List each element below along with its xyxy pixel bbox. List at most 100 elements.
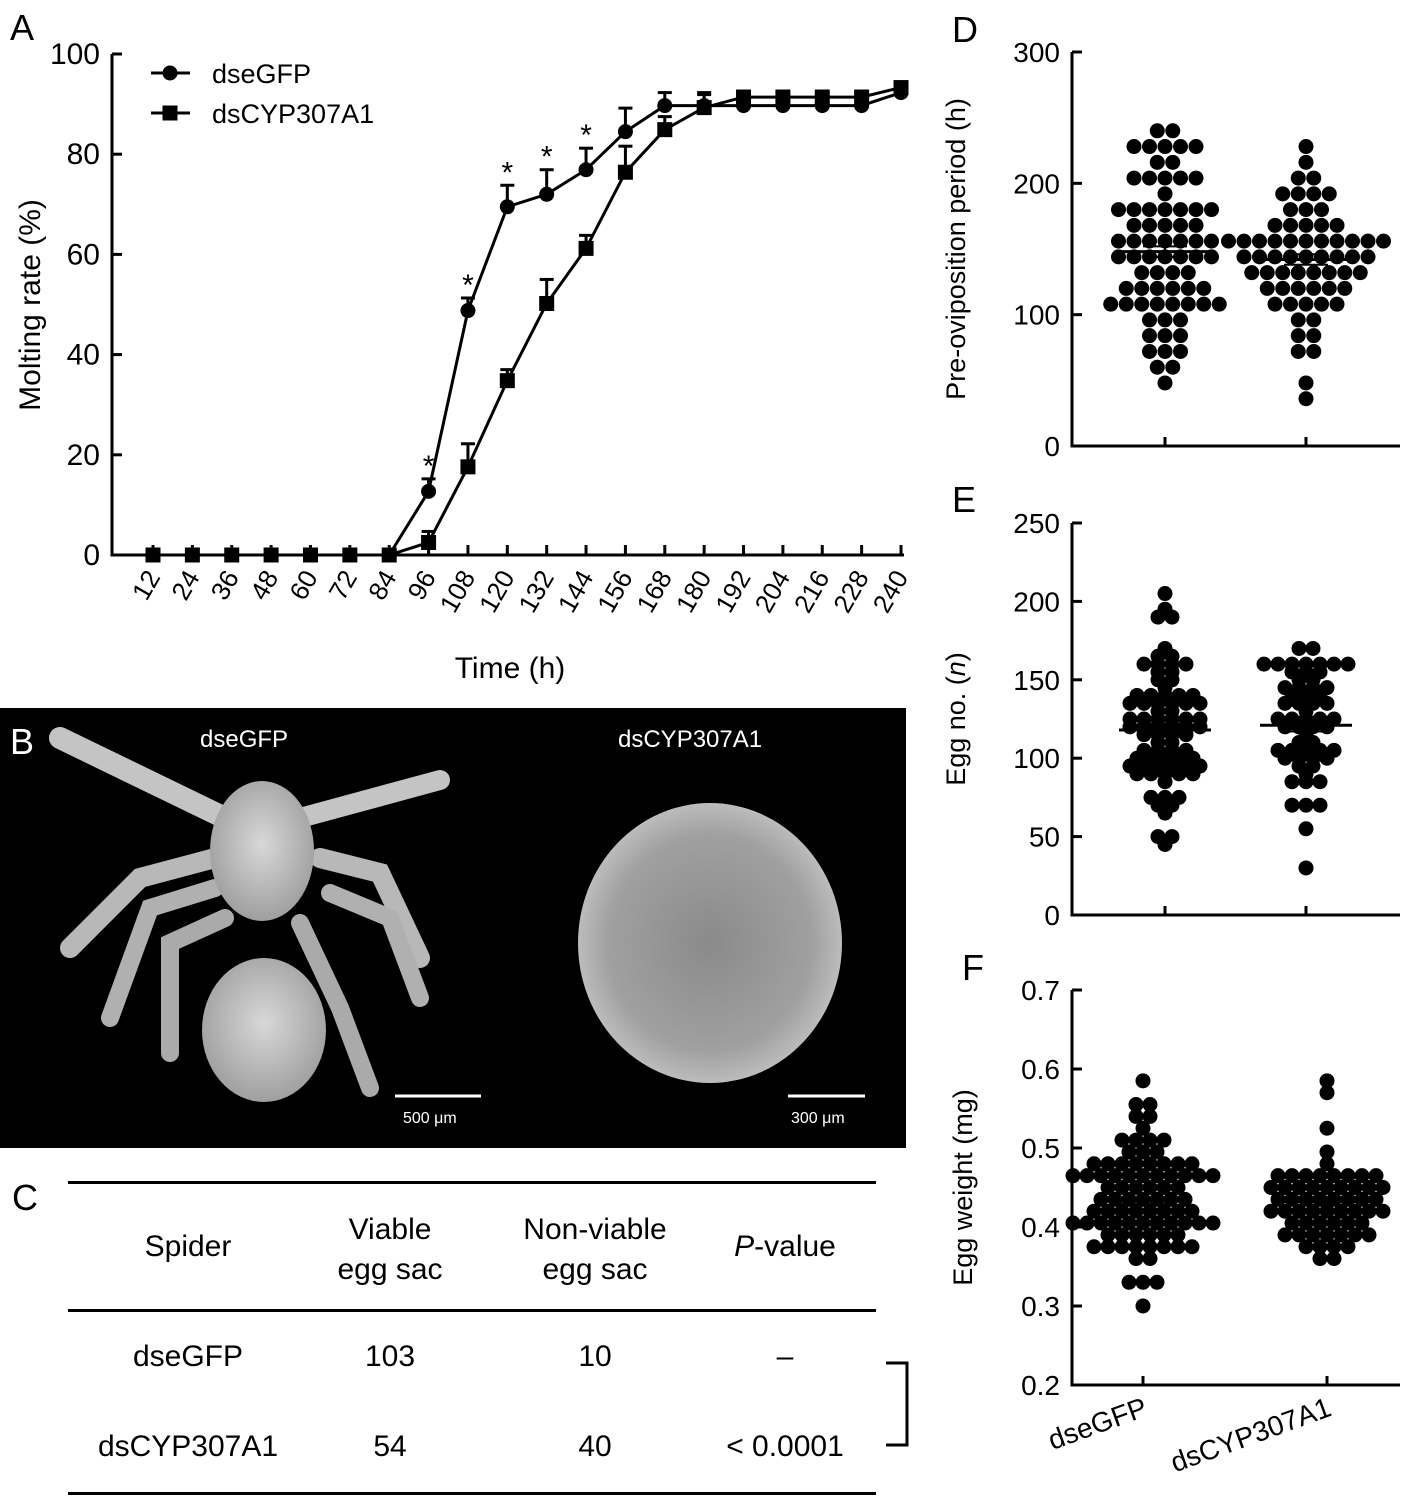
data-point-dsCYP307A1 [1376,233,1391,249]
data-point-dseGFP [1128,1239,1144,1255]
data-point-dsCYP307A1 [1291,1180,1307,1195]
data-point-dseGFP [1165,265,1181,281]
data-point-dsCYP307A1 [1290,312,1306,328]
y-tick-label: 100 [1013,300,1060,331]
data-point-dseGFP [1142,1132,1158,1148]
data-point-dseGFP [1188,217,1204,233]
y-tick-label: 0.3 [1021,1291,1060,1322]
data-point-dsCYP307A1 [617,164,633,180]
data-point-dsCYP307A1 [1263,1203,1279,1219]
data-point-dsCYP307A1 [1361,1227,1377,1243]
data-point-dsCYP307A1 [1326,1168,1342,1184]
data-point-dsCYP307A1 [1340,1168,1356,1184]
data-point-dseGFP [1128,1132,1144,1148]
data-point-dsCYP307A1 [1312,797,1328,813]
series-line-dseGFP [153,91,902,557]
data-point-dseGFP [1143,766,1159,782]
data-point-dsCYP307A1 [1284,797,1300,813]
data-point-dsCYP307A1 [1298,202,1314,218]
panel-label-b: B [10,721,35,762]
data-point-dsCYP307A1 [1340,656,1356,672]
x-tick-label: 108 [433,565,481,618]
data-point-dsCYP307A1 [1329,217,1345,233]
data-point-dseGFP [1086,1239,1102,1255]
data-point-dseGFP [1192,719,1208,735]
data-point-dseGFP [1065,1215,1081,1231]
data-point-dsCYP307A1 [1312,1251,1328,1267]
data-point-dsCYP307A1 [1319,1073,1335,1089]
data-point-dsCYP307A1 [1284,1215,1300,1231]
data-point-dseGFP [1170,1156,1186,1172]
data-point-dsCYP307A1 [1259,280,1275,296]
data-point-dsCYP307A1 [1314,249,1329,265]
data-point-dseGFP [1178,656,1194,672]
data-point-dsCYP307A1 [1375,1203,1391,1219]
data-point-dsCYP307A1 [1329,249,1345,265]
table-cell-spider: dsCYP307A1 [97,1430,279,1463]
y-tick-label: 80 [67,138,100,171]
table-header-pvalue: P-value [700,1230,870,1264]
data-point-dseGFP [1165,280,1181,296]
x-tick-label: 216 [788,565,836,618]
table-header-spider: Spider [144,1230,232,1263]
data-point-dseGFP [1180,280,1196,296]
x-category-label: dseGFP [1044,1392,1151,1456]
x-category-label: dsCYP307A1 [1166,1392,1335,1479]
data-point-dsCYP307A1 [1361,1203,1377,1219]
data-point-dsCYP307A1 [1275,280,1291,296]
data-point-dsCYP307A1 [1290,280,1306,296]
data-point-dsCYP307A1 [1275,265,1291,281]
data-point-dseGFP [1142,139,1157,155]
panel-label-c: C [12,1177,38,1218]
y-tick-label: 250 [1013,508,1060,539]
significance-marker: * [580,119,592,152]
data-point-dsCYP307A1 [1347,1227,1363,1243]
data-point-dseGFP [1173,233,1188,249]
y-tick-label: 0.6 [1021,1054,1060,1085]
data-point-dsCYP307A1 [1305,1180,1321,1195]
data-point-dseGFP [1157,217,1173,233]
data-point-dsCYP307A1 [1345,249,1360,265]
data-point-dsCYP307A1 [1263,1180,1279,1195]
data-point-dseGFP [1157,186,1173,202]
data-point-dsCYP307A1 [1284,774,1300,790]
y-tick-label: 0 [1044,431,1060,462]
data-point-dsCYP307A1 [1352,265,1368,281]
data-point-dsCYP307A1 [1329,233,1345,249]
data-point-dseGFP [1149,359,1165,375]
data-point-dseGFP [1170,1239,1186,1255]
panel-label-e: E [952,479,977,520]
data-point-dseGFP [1164,609,1180,625]
x-tick-label: 120 [473,565,521,618]
data-point-dsCYP307A1 [1326,1215,1342,1231]
data-point-dseGFP [1165,359,1181,375]
data-point-dseGFP [1171,766,1187,782]
data-point-dseGFP [1204,233,1219,249]
data-point-dsCYP307A1 [1267,233,1283,249]
x-tick-label: 180 [670,565,718,618]
data-point-dsCYP307A1 [1321,186,1337,202]
data-point-dsCYP307A1 [145,547,161,563]
data-point-dseGFP [1157,170,1173,186]
y-tick-label: 100 [50,38,100,71]
x-tick-label: 48 [244,565,284,605]
data-point-dseGFP [1126,139,1142,155]
data-point-dseGFP [1191,1215,1207,1231]
data-point-dseGFP [1184,1239,1200,1255]
data-point-dseGFP [1142,1097,1158,1113]
data-point-dseGFP [1165,154,1181,170]
data-point-dseGFP [1135,1120,1151,1136]
data-point-dseGFP [1196,280,1212,296]
data-point-dsCYP307A1 [1360,249,1376,265]
data-point-dseGFP [1188,233,1204,249]
data-point-dseGFP [1204,202,1219,218]
data-point-dseGFP [1165,296,1181,312]
table-header-pvalue-text: -value [754,1230,836,1263]
chart-a-molting-rate: 0204060801001224364860728496108120132144… [14,38,914,685]
panel-label-d: D [952,9,978,50]
data-point-dseGFP [1142,217,1157,233]
data-point-dsCYP307A1 [1314,233,1329,249]
data-point-dseGFP [1205,1215,1221,1231]
data-point-dseGFP [1142,1156,1158,1172]
data-point-dsCYP307A1 [1319,695,1335,711]
